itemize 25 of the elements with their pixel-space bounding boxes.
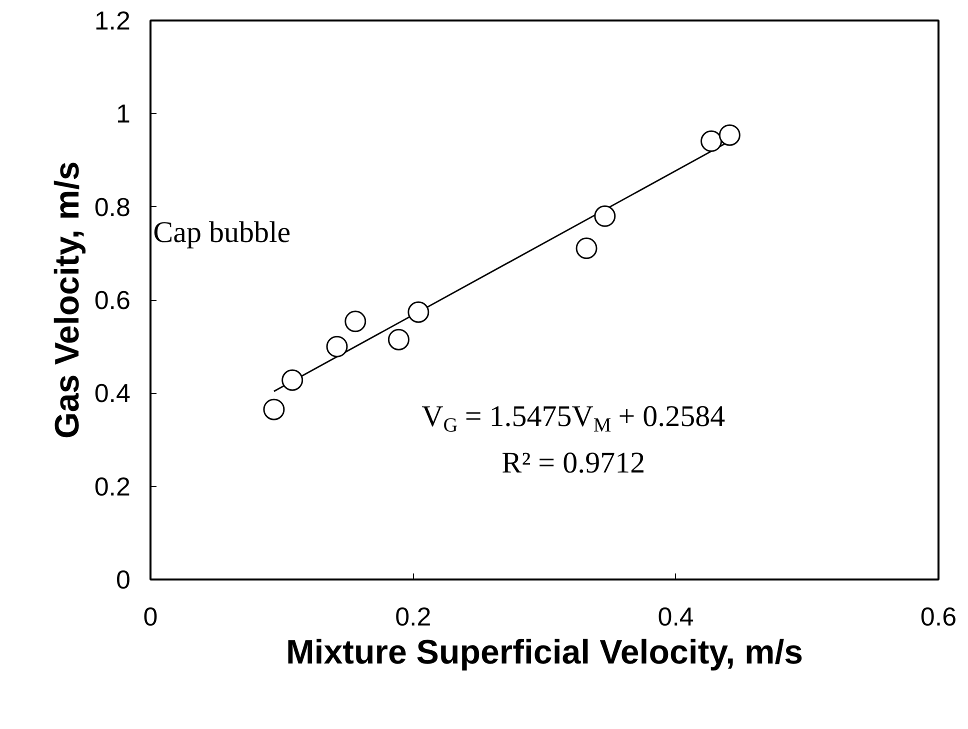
x-axis-title: Mixture Superficial Velocity, m/s (286, 634, 804, 672)
point (326, 336, 348, 358)
point (282, 369, 304, 391)
y-tick-label: 1 (116, 98, 131, 129)
annotation: R² = 0.9712 (502, 446, 646, 480)
y-tick-label: 0.4 (94, 378, 131, 408)
point (700, 130, 722, 152)
point (344, 310, 366, 332)
point (263, 398, 285, 420)
y-tick-label: 0.8 (94, 192, 131, 222)
point (408, 301, 430, 323)
x-tick-label: 0.6 (920, 602, 957, 632)
y-tick-label: 0 (116, 564, 131, 594)
y-axis-title: Gas Velocity, m/s (48, 161, 86, 439)
point (576, 238, 598, 260)
point (718, 124, 740, 146)
annotation: Cap bubble (153, 216, 291, 249)
y-tick-label: 0.2 (94, 471, 131, 502)
x-tick-label: 0 (143, 602, 158, 632)
y-tick-label: 1.2 (94, 6, 131, 36)
x-tick-label: 0.2 (395, 602, 432, 632)
point (388, 328, 410, 350)
x-tick-label: 0.4 (658, 602, 694, 632)
point (594, 205, 616, 227)
y-tick-label: 0.6 (94, 285, 131, 315)
